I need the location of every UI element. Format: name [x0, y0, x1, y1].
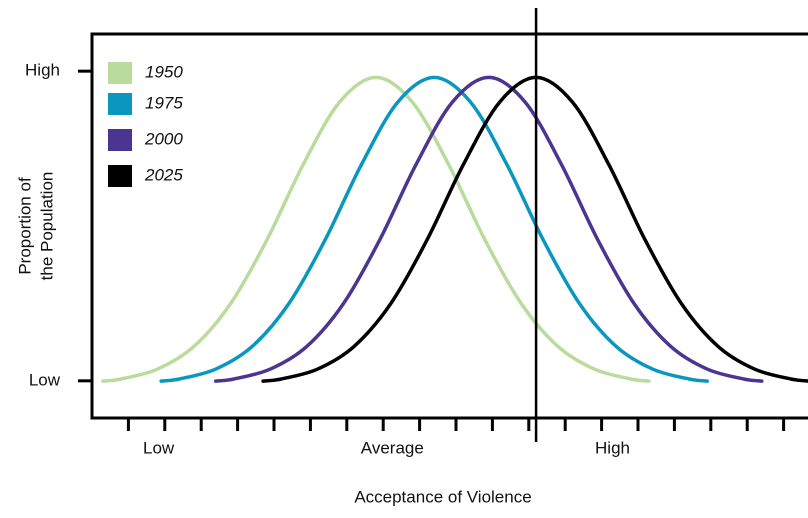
legend-swatch [108, 129, 132, 151]
series-line [159, 75, 709, 383]
legend-swatch [108, 93, 132, 115]
legend-label: 2025 [144, 165, 183, 184]
series-line [214, 75, 764, 383]
legend-label: 1950 [145, 62, 183, 81]
plot-frame [90, 32, 808, 420]
x-tick-label: Average [361, 438, 424, 457]
x-axis-label: Acceptance of Violence [354, 487, 531, 506]
y-tick-label: High [25, 61, 60, 80]
series-line [101, 75, 651, 383]
legend-swatch [108, 62, 132, 84]
y-axis-label: the Population [37, 172, 56, 281]
y-axis-label: Proportion of [15, 177, 34, 275]
x-tick-label: Low [143, 438, 175, 457]
y-tick-label: Low [29, 370, 61, 389]
x-tick-label: High [595, 438, 630, 457]
legend-swatch [108, 165, 132, 187]
legend-label: 2000 [144, 129, 183, 148]
plot-area [101, 75, 808, 383]
legend-label: 1975 [145, 93, 183, 112]
